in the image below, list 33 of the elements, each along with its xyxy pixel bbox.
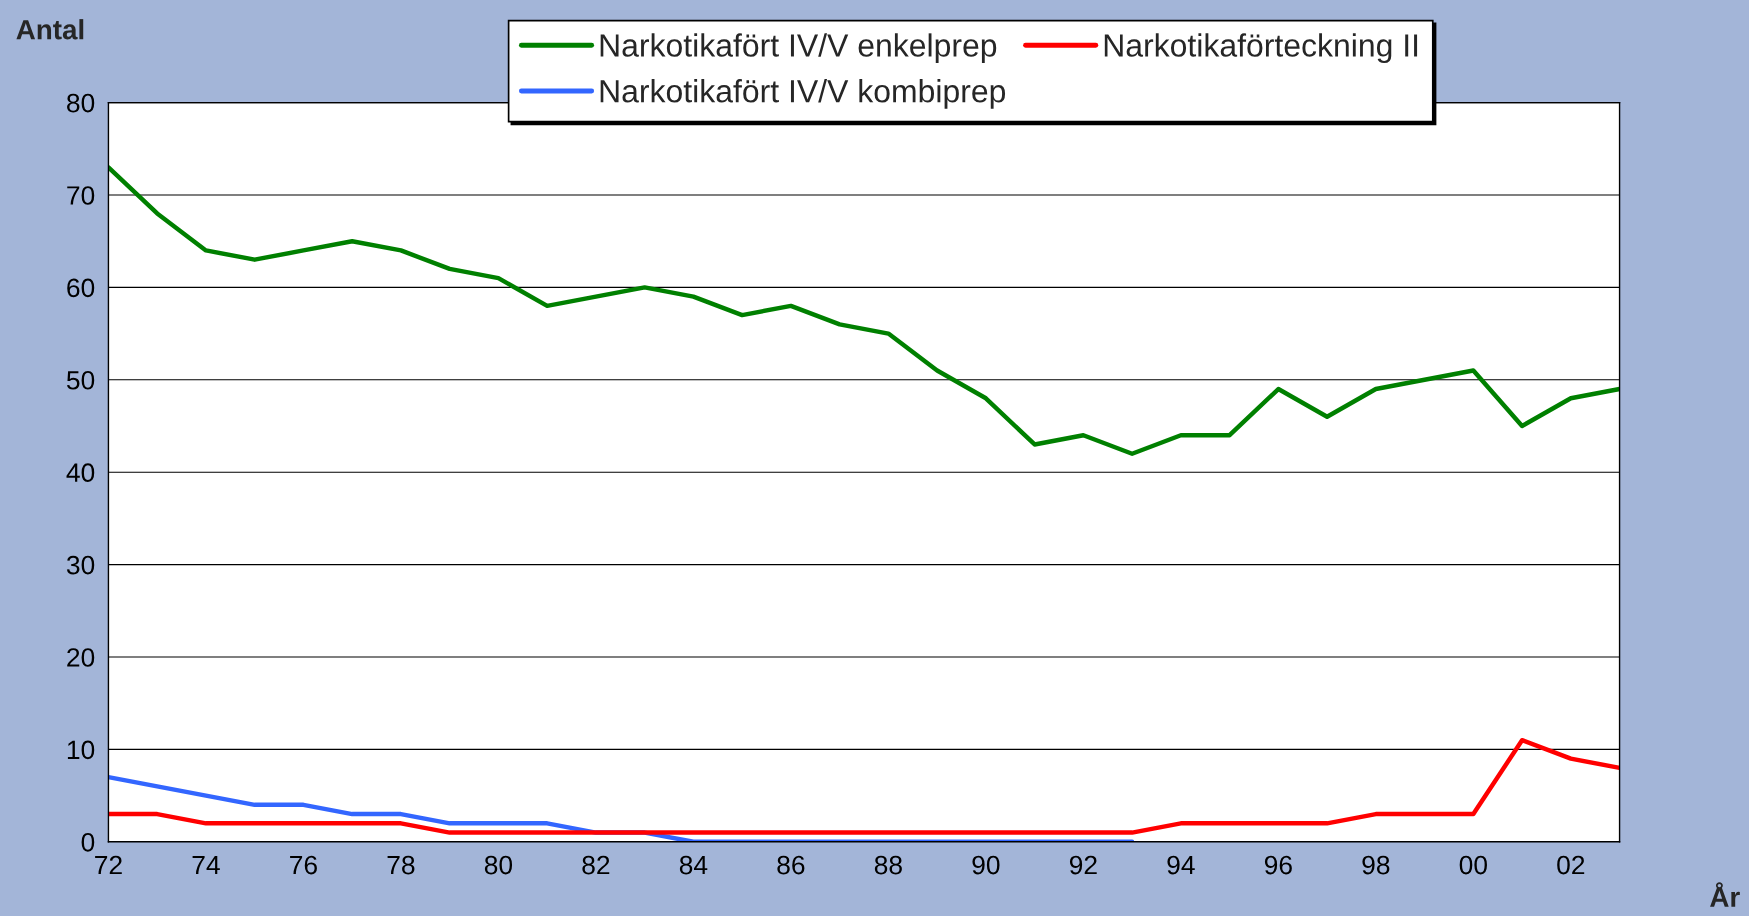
x-tick-label: 84 xyxy=(679,855,708,875)
x-tick-label: 80 xyxy=(484,855,513,875)
line-series xyxy=(108,737,1620,835)
legend-label: Narkotikafört IV/V enkelprep xyxy=(600,33,997,64)
y-tick-label: 80 xyxy=(67,93,95,113)
legend-label: Narkotikaförteckning II xyxy=(1104,33,1418,64)
y-tick-label: 70 xyxy=(67,186,95,205)
x-tick-label: 00 xyxy=(1459,855,1487,875)
x-tick-label: 92 xyxy=(1069,855,1097,875)
x-tick-label: 82 xyxy=(582,855,610,875)
x-axis-title: År xyxy=(1710,882,1740,907)
x-tick-label: 86 xyxy=(777,855,805,875)
x-tick-label: 88 xyxy=(874,855,902,875)
y-tick-label: 40 xyxy=(66,463,95,483)
y-tick-label: 0 xyxy=(81,832,95,852)
x-tick-label: 90 xyxy=(972,855,1000,875)
y-axis-title: Antal xyxy=(16,19,84,40)
x-tick-label: 94 xyxy=(1167,855,1195,875)
line-series xyxy=(108,165,1620,456)
x-tick-label: 72 xyxy=(95,855,122,875)
x-tick-label: 02 xyxy=(1557,855,1585,875)
x-tick-label: 74 xyxy=(192,855,220,875)
y-tick-label: 30 xyxy=(66,555,95,575)
y-tick-label: 10 xyxy=(67,740,95,760)
x-tick-label: 98 xyxy=(1362,855,1390,875)
x-tick-label: 76 xyxy=(290,855,317,875)
y-tick-label: 60 xyxy=(67,278,95,298)
x-tick-label: 78 xyxy=(387,855,415,875)
y-tick-label: 50 xyxy=(66,370,95,390)
y-tick-label: 20 xyxy=(67,648,95,667)
line-series xyxy=(108,774,1135,842)
x-tick-label: 96 xyxy=(1264,855,1292,875)
legend-label: Narkotikafört IV/V kombiprep xyxy=(600,79,1006,109)
